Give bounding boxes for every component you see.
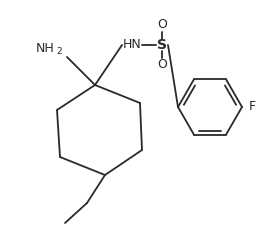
Text: HN: HN [123,38,141,52]
Text: S: S [157,38,167,52]
Text: F: F [248,101,256,114]
Text: O: O [157,18,167,31]
Text: O: O [157,59,167,72]
Text: 2: 2 [56,48,62,56]
Text: NH: NH [36,42,54,55]
